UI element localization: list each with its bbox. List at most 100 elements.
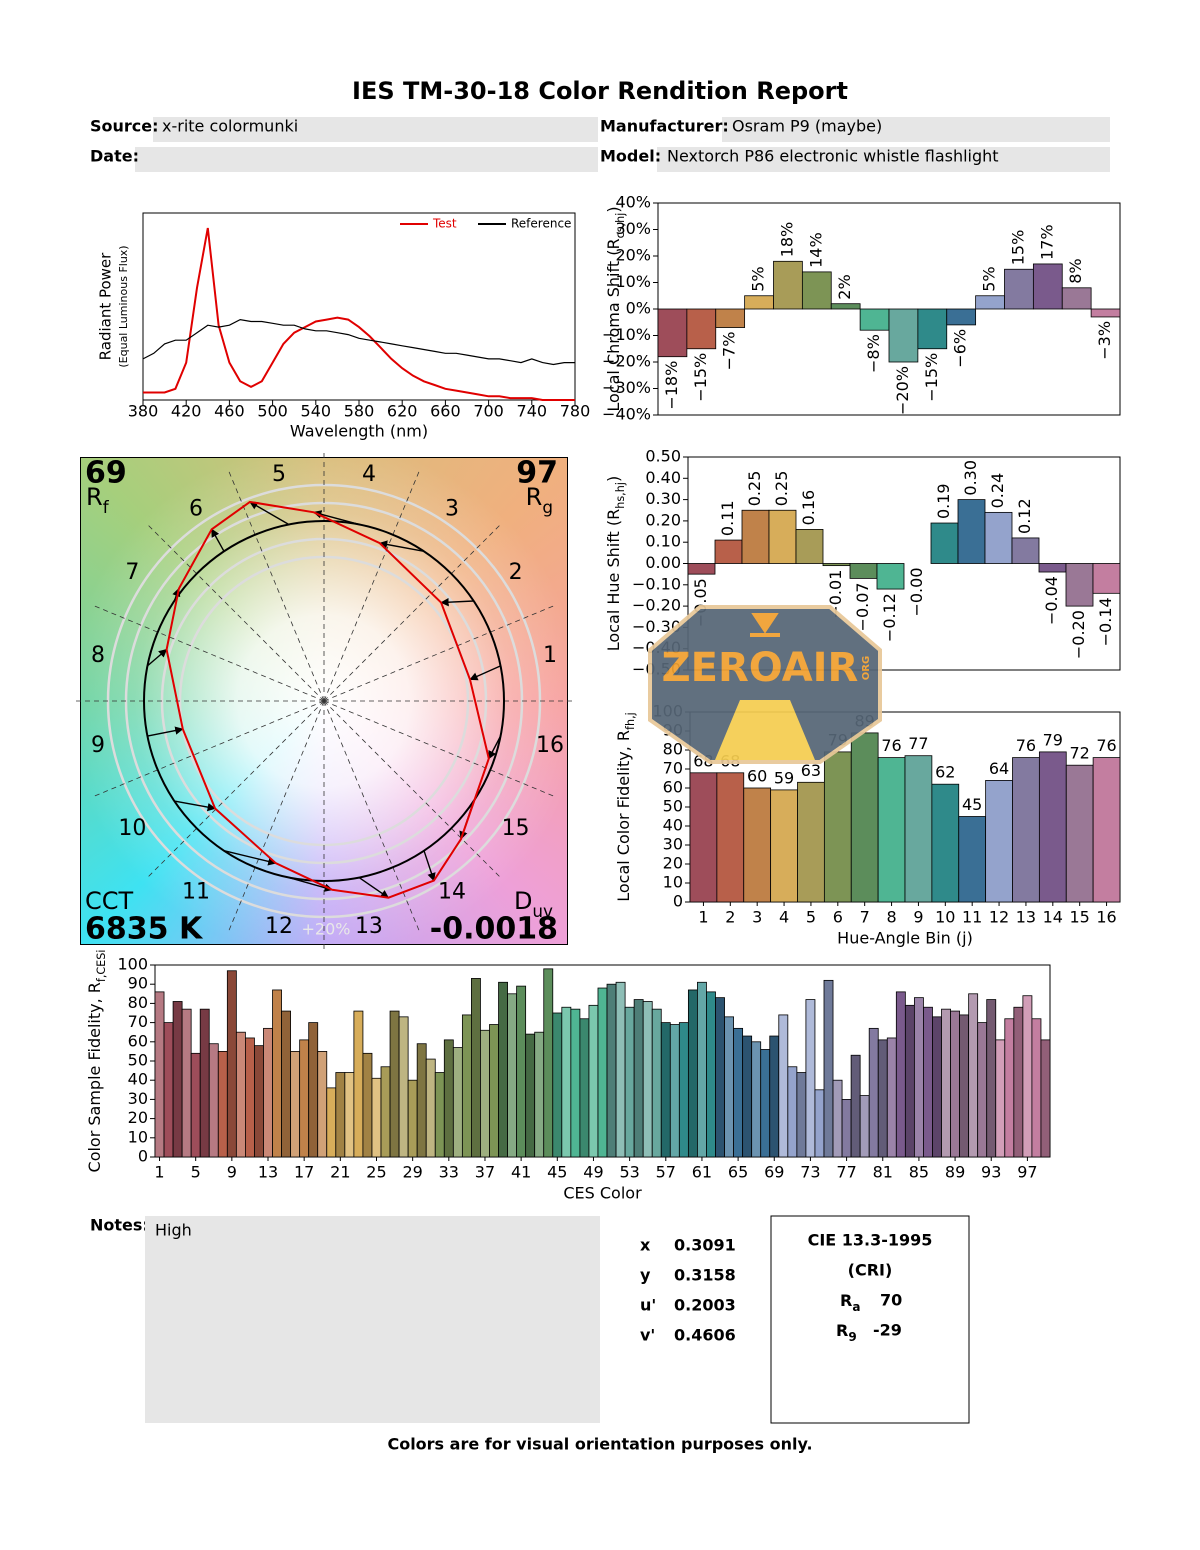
notes-text: High — [155, 1221, 192, 1240]
bar — [471, 978, 481, 1158]
cri-box — [770, 1215, 970, 1424]
chromaticity-label: x — [640, 1236, 651, 1255]
value-label: 14% — [806, 232, 825, 268]
watermark: ZEROAIR ORG — [648, 605, 882, 764]
rf-value: 69 — [85, 456, 127, 491]
notes-label: Notes: — [90, 1216, 149, 1235]
bar — [308, 1022, 319, 1158]
bin-label: 13 — [355, 914, 383, 939]
bar — [561, 1006, 572, 1158]
x-tick-label: 15 — [1070, 908, 1090, 927]
y-axis-label: Local Chroma Shift (Rcs,hj) — [604, 206, 627, 411]
bar — [689, 772, 718, 903]
y-tick-label: 10 — [128, 1127, 148, 1146]
shift-arrow — [469, 665, 501, 681]
bar — [290, 1051, 301, 1158]
ra-label: Ra — [840, 1291, 860, 1314]
footer-note: Colors are for visual orientation purpos… — [387, 1435, 812, 1454]
rf-label-part: R — [86, 483, 103, 511]
legend-label: Test — [432, 217, 457, 231]
bin-boundary — [323, 522, 503, 702]
bar — [326, 1087, 337, 1158]
bar — [946, 308, 977, 326]
y-axis-label-part: hs,hj — [614, 482, 627, 509]
x-tick-label: 780 — [560, 402, 591, 421]
bar — [958, 816, 987, 903]
duv-label: Duv — [514, 887, 553, 921]
bar — [986, 999, 997, 1158]
field-box — [722, 117, 1110, 142]
shift-arrow — [249, 501, 290, 526]
bar — [516, 985, 527, 1158]
bar — [678, 1022, 689, 1158]
x-tick-label: 77 — [836, 1163, 856, 1182]
bar — [657, 308, 688, 358]
x-axis-label: Wavelength (nm) — [290, 422, 428, 441]
value-label: −15% — [922, 353, 941, 402]
bin-label: 7 — [125, 560, 139, 585]
bar — [461, 1014, 472, 1158]
bar — [950, 1010, 960, 1158]
bar — [977, 1022, 988, 1158]
bin-label: 8 — [91, 643, 105, 668]
bar — [570, 1008, 581, 1158]
bar — [335, 1072, 346, 1158]
bar — [849, 563, 878, 579]
bar — [606, 983, 617, 1158]
x-tick-label: 6 — [833, 908, 843, 927]
y-tick-label: 80 — [663, 740, 683, 759]
bar — [235, 1031, 246, 1158]
x-tick-label: 49 — [583, 1163, 603, 1182]
watermark-road — [715, 700, 815, 760]
value-label: 0.12 — [1015, 498, 1034, 534]
y-axis-label-part: Local Chroma Shift (R — [604, 238, 623, 411]
bar — [742, 1035, 753, 1158]
r9-label-main: R — [836, 1321, 848, 1340]
bar — [715, 997, 725, 1158]
bar — [380, 1066, 391, 1158]
y-tick-label: 70 — [663, 759, 683, 778]
bar — [353, 1010, 364, 1158]
bin-boundary — [323, 604, 557, 702]
x-tick-label: 97 — [1017, 1163, 1037, 1182]
bar — [254, 1045, 264, 1158]
field-label: Manufacturer: — [600, 117, 729, 136]
bar — [507, 993, 518, 1158]
value-label: 0.25 — [745, 471, 764, 507]
cct-value: 6835 K — [85, 912, 204, 947]
value-label: 2% — [835, 274, 854, 299]
bar — [1061, 287, 1092, 310]
rg-label-part: R — [526, 483, 543, 511]
x-tick-label: 16 — [1096, 908, 1116, 927]
plot-frame — [142, 212, 576, 401]
x-tick-label: 2 — [725, 908, 735, 927]
bin-label: 1 — [543, 643, 557, 668]
x-tick-label: 41 — [511, 1163, 531, 1182]
y-tick-label: 40 — [663, 816, 683, 835]
bar — [1040, 1039, 1051, 1158]
x-tick-label: 69 — [764, 1163, 784, 1182]
y-axis-label: Local Color Fidelity, Rfh,j — [614, 712, 637, 902]
y-tick-label: 0.10 — [645, 532, 681, 551]
bar — [795, 529, 824, 564]
shift-arrow — [358, 876, 390, 899]
field-label: Date: — [90, 147, 139, 166]
y-tick-label: 70 — [128, 1012, 148, 1031]
bar — [868, 1027, 879, 1158]
value-label: 5% — [980, 266, 999, 291]
bar — [822, 563, 851, 567]
value-label: 76 — [881, 736, 901, 755]
y-axis-label-part: Local Color Fidelity, R — [614, 730, 633, 902]
bar — [859, 308, 890, 331]
y-tick-label: 30% — [615, 219, 651, 238]
bar — [801, 271, 832, 310]
x-tick-label: 500 — [257, 402, 288, 421]
duv-value: -0.0018 — [430, 912, 558, 947]
bar — [886, 1037, 897, 1158]
r9-label-sub: 9 — [848, 1330, 856, 1344]
y-tick-label: 20 — [663, 854, 683, 873]
value-label: −0.07 — [853, 582, 872, 631]
report-title: IES TM-30-18 Color Rendition Report — [352, 77, 848, 105]
chromaticity-value: 0.4606 — [674, 1326, 736, 1345]
x-tick-label: 37 — [475, 1163, 495, 1182]
